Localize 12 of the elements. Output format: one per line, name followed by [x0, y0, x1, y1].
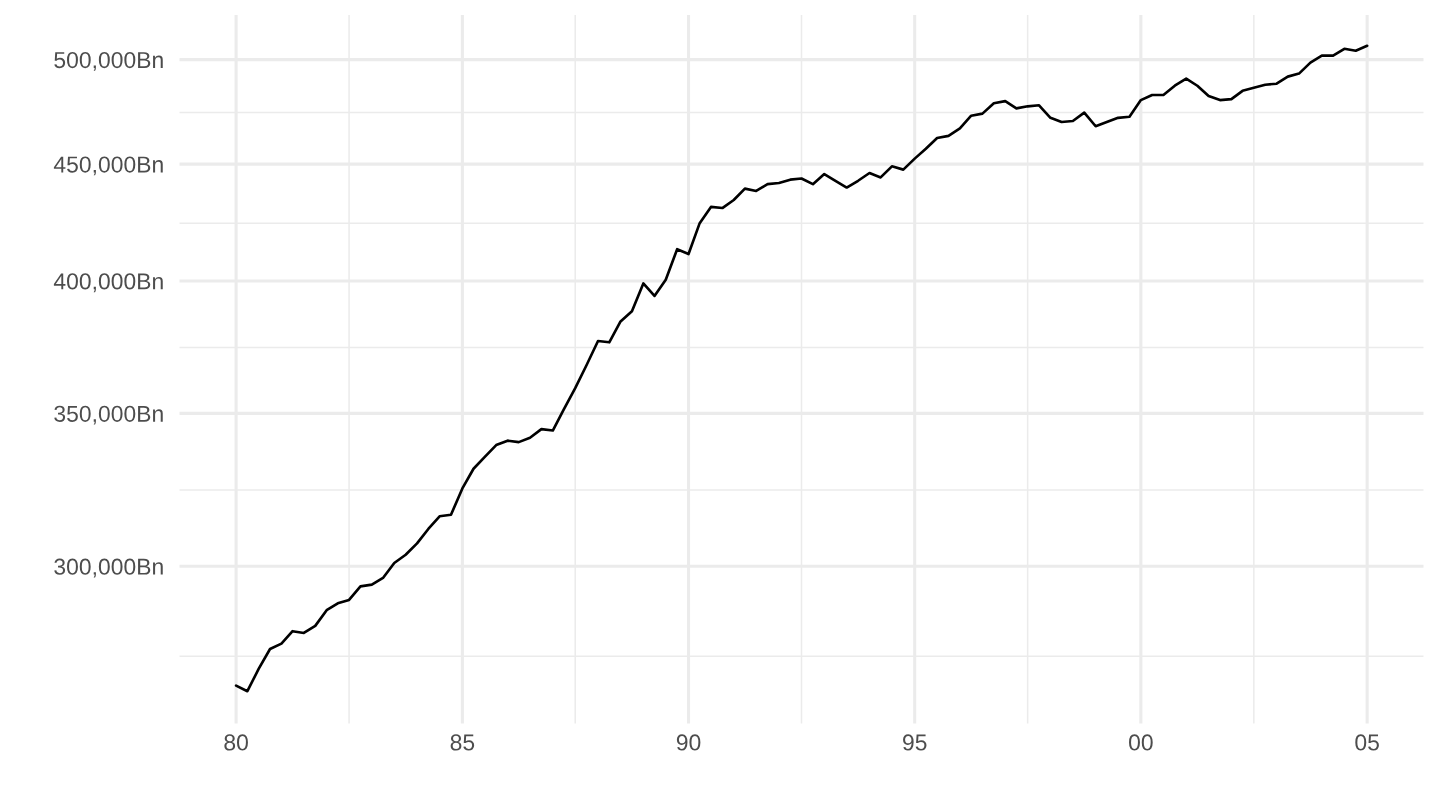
x-tick-label: 00 — [1129, 734, 1153, 751]
y-tick-label: 300,000Bn — [54, 558, 163, 578]
y-tick-label: 450,000Bn — [53, 156, 163, 176]
y-tick-label: 400,000Bn — [53, 273, 163, 293]
x-tick-label: 95 — [903, 734, 927, 751]
x-tick-label: 90 — [676, 734, 701, 751]
y-tick-label: 500,000Bn — [54, 51, 163, 71]
x-tick-label: 85 — [450, 734, 475, 751]
line-series — [234, 44, 1369, 693]
y-tick-label: 350,000Bn — [54, 405, 163, 425]
x-tick-label: 05 — [1355, 734, 1379, 751]
x-tick-label: 80 — [224, 734, 248, 751]
